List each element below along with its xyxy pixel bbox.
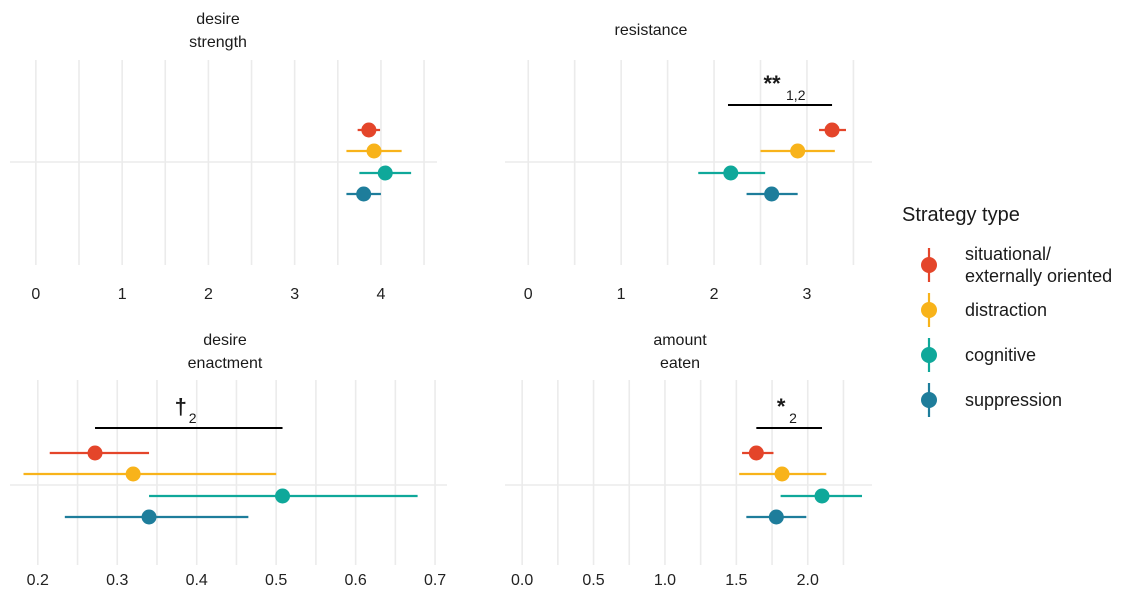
x-tick-label: 0.0 (511, 572, 533, 589)
panel-title: enactment (188, 355, 263, 372)
legend-label: externally oriented (965, 266, 1112, 286)
data-point (764, 186, 780, 202)
x-tick-label: 0.5 (265, 572, 287, 589)
legend-item: distraction (921, 293, 1047, 327)
x-tick-label: 2 (204, 286, 213, 303)
legend-key-dot (921, 347, 937, 363)
x-tick-label: 3 (803, 286, 812, 303)
panel-title: strength (189, 34, 247, 51)
panel-title: desire (196, 11, 240, 28)
panel-0: 0 1 2 3 4 desire strength (10, 11, 437, 303)
data-point (768, 509, 784, 525)
panel-3: 0.0 0.5 1.0 1.5 2.0 amount eaten * 2 (505, 332, 872, 589)
legend-key-dot (921, 302, 937, 318)
data-point (366, 143, 382, 159)
legend-item: cognitive (921, 338, 1036, 372)
panel-title: eaten (660, 355, 700, 372)
legend-label: suppression (965, 390, 1062, 410)
legend-item: situational/externally oriented (921, 244, 1112, 286)
legend-label: situational/ (965, 244, 1051, 264)
x-tick-label: 1.0 (654, 572, 676, 589)
significance-subscript: 2 (189, 410, 197, 426)
x-tick-label: 0.6 (345, 572, 367, 589)
data-point (87, 445, 103, 461)
data-point (275, 488, 291, 504)
panel-title: amount (653, 332, 707, 349)
legend-key-dot (921, 257, 937, 273)
x-tick-label: 4 (376, 286, 385, 303)
x-tick-label: 0 (524, 286, 533, 303)
x-tick-label: 1 (118, 286, 127, 303)
x-tick-label: 0.5 (582, 572, 604, 589)
x-tick-label: 0 (31, 286, 40, 303)
legend: Strategy type situational/externally orie… (902, 204, 1112, 417)
legend-label: distraction (965, 300, 1047, 320)
x-tick-label: 3 (290, 286, 299, 303)
data-point (748, 445, 764, 461)
data-point (790, 143, 806, 159)
legend-key-dot (921, 392, 937, 408)
legend-title: Strategy type (902, 204, 1020, 226)
data-point (141, 509, 157, 525)
x-tick-label: 1 (617, 286, 626, 303)
x-tick-label: 0.2 (27, 572, 49, 589)
significance-subscript: 1,2 (786, 87, 806, 103)
significance-subscript: 2 (789, 410, 797, 426)
x-tick-label: 0.7 (424, 572, 446, 589)
panel-2: 0.2 0.3 0.4 0.5 0.6 0.7 desire enactment † 2 (10, 332, 447, 589)
panel-1: 0 1 2 3 resistance ** 1,2 (505, 22, 872, 303)
data-point (774, 466, 790, 482)
x-tick-label: 2.0 (797, 572, 819, 589)
panels: 0 1 2 3 4 desire strength 0 1 2 3 resistance ** 1,2 0.… (10, 11, 872, 589)
data-point (125, 466, 141, 482)
data-point (824, 122, 840, 138)
panel-title: resistance (615, 22, 688, 39)
data-point (356, 186, 372, 202)
legend-item: suppression (921, 383, 1062, 417)
significance-symbol: ** (763, 71, 781, 96)
data-point (723, 165, 739, 181)
panel-title: desire (203, 332, 247, 349)
significance-symbol: * (777, 394, 786, 419)
x-tick-label: 2 (710, 286, 719, 303)
x-tick-label: 1.5 (725, 572, 747, 589)
significance-symbol: † (175, 394, 187, 419)
x-tick-label: 0.4 (186, 572, 208, 589)
legend-label: cognitive (965, 345, 1036, 365)
x-tick-label: 0.3 (106, 572, 128, 589)
data-point (814, 488, 830, 504)
data-point (377, 165, 393, 181)
data-point (361, 122, 377, 138)
